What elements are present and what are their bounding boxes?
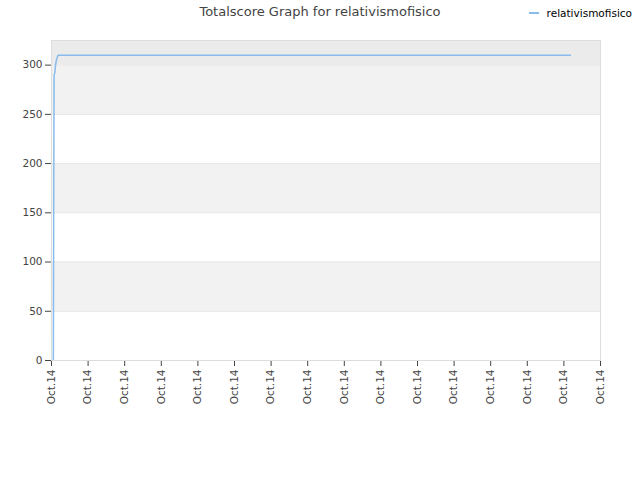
svg-text:Oct.14: Oct.14	[484, 369, 496, 404]
svg-text:Oct.14: Oct.14	[411, 369, 423, 404]
svg-text:Oct.14: Oct.14	[264, 369, 276, 404]
svg-text:50: 50	[29, 305, 42, 317]
svg-text:Oct.14: Oct.14	[118, 369, 130, 404]
svg-text:Oct.14: Oct.14	[447, 369, 459, 404]
html-text:Totalscore Graph for relativis: Totalscore Graph for relativismofisico	[199, 4, 441, 19]
svg-text:Oct.14: Oct.14	[45, 369, 57, 404]
svg-text:300: 300	[22, 58, 42, 70]
svg-text:150: 150	[22, 206, 42, 218]
svg-text:Oct.14: Oct.14	[301, 369, 313, 404]
svg-text:Oct.14: Oct.14	[557, 369, 569, 404]
svg-text:200: 200	[22, 157, 42, 169]
svg-text:Oct.14: Oct.14	[338, 369, 350, 404]
svg-text:250: 250	[22, 108, 42, 120]
svg-text:100: 100	[22, 255, 42, 267]
svg-text:Oct.14: Oct.14	[594, 369, 606, 404]
svg-text:Oct.14: Oct.14	[228, 369, 240, 404]
svg-text:Oct.14: Oct.14	[521, 369, 533, 404]
svg-text:Oct.14: Oct.14	[81, 369, 93, 404]
svg-text:Oct.14: Oct.14	[191, 369, 203, 404]
svg-text:Oct.14: Oct.14	[155, 369, 167, 404]
svg-text:Oct.14: Oct.14	[374, 369, 386, 404]
html-text:relativismofisico: relativismofisico	[546, 7, 632, 19]
svg-text:0: 0	[36, 354, 43, 366]
